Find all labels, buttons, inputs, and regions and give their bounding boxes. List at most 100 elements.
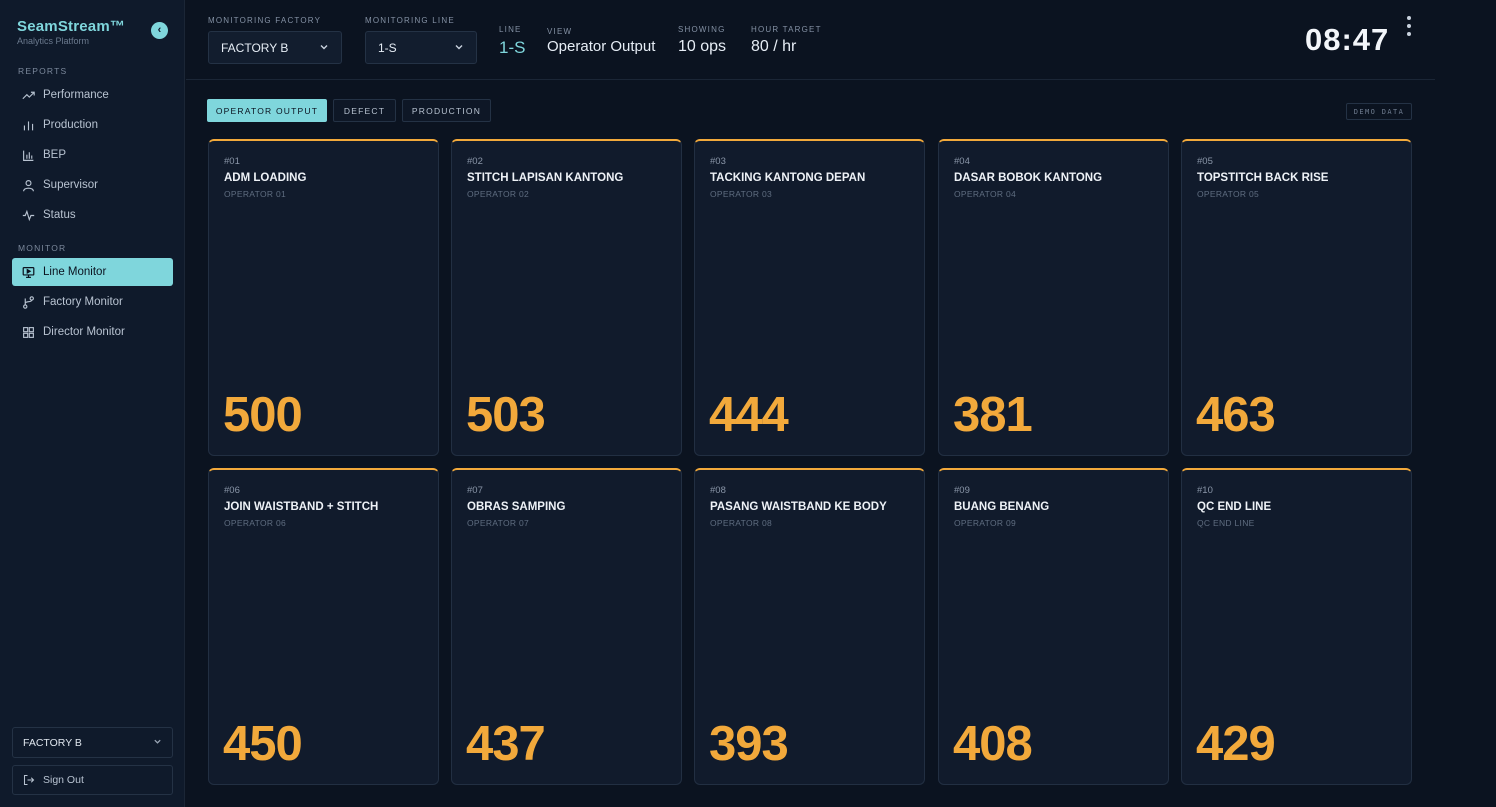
operator-name: OPERATOR 01 (224, 189, 287, 199)
operator-number: #08 (710, 485, 726, 496)
operator-name: OPERATOR 03 (710, 189, 773, 199)
factory-select[interactable]: FACTORY B (208, 31, 342, 64)
tab-production[interactable]: PRODUCTION (402, 99, 491, 122)
operator-number: #02 (467, 156, 483, 167)
output-value: 437 (466, 717, 546, 771)
operator-card: #06 JOIN WAISTBAND + STITCH OPERATOR 06 … (208, 468, 439, 785)
demo-data-badge: DEMO DATA (1346, 103, 1412, 120)
more-options-icon[interactable] (1407, 16, 1413, 36)
operation-title: QC END LINE (1197, 501, 1272, 513)
user-icon (21, 178, 35, 192)
operator-name: OPERATOR 05 (1197, 189, 1260, 199)
operation-title: ADM LOADING (224, 172, 307, 184)
operation-title: TOPSTITCH BACK RISE (1197, 172, 1329, 184)
sidebar-item-production[interactable]: Production (12, 111, 173, 139)
tab-defect[interactable]: DEFECT (333, 99, 396, 122)
output-value: 408 (953, 717, 1033, 771)
sidebar-item-label: Supervisor (43, 179, 98, 191)
sidebar-item-factory-monitor[interactable]: Factory Monitor (12, 288, 173, 316)
operation-title: STITCH LAPISAN KANTONG (467, 172, 624, 184)
operation-title: OBRAS SAMPING (467, 501, 566, 513)
brand: SeamStream™ Analytics Platform (17, 18, 125, 46)
tab-operator-output[interactable]: OPERATOR OUTPUT (207, 99, 327, 122)
factory-select-value: FACTORY B (221, 40, 289, 55)
chart-axis-icon (21, 148, 35, 162)
operator-card: #07 OBRAS SAMPING OPERATOR 07 437 (451, 468, 682, 785)
view-label: VIEW (547, 27, 573, 36)
output-value: 450 (223, 717, 303, 771)
output-value: 381 (953, 388, 1033, 442)
sidebar: SeamStream™ Analytics Platform ‹ REPORTS… (0, 0, 185, 807)
sign-out-button[interactable]: Sign Out (12, 765, 173, 795)
grid-icon (21, 325, 35, 339)
operator-name: OPERATOR 02 (467, 189, 530, 199)
line-info-label: LINE (499, 25, 522, 34)
sidebar-factory-select[interactable]: FACTORY B (12, 727, 173, 758)
operator-number: #09 (954, 485, 970, 496)
sidebar-factory-value: FACTORY B (23, 736, 82, 749)
operator-name: OPERATOR 08 (710, 518, 773, 528)
operator-card: #08 PASANG WAISTBAND KE BODY OPERATOR 08… (694, 468, 925, 785)
top-header: MONITORING FACTORY FACTORY B MONITORING … (186, 0, 1435, 80)
operator-number: #10 (1197, 485, 1213, 496)
operator-name: OPERATOR 06 (224, 518, 287, 528)
line-select[interactable]: 1-S (365, 31, 477, 64)
sidebar-item-label: Production (43, 119, 98, 131)
sidebar-item-label: Performance (43, 89, 109, 101)
operator-number: #06 (224, 485, 240, 496)
sidebar-item-label: BEP (43, 149, 67, 161)
clock: 08:47 (1305, 22, 1390, 57)
sign-out-label: Sign Out (43, 774, 84, 786)
operator-card: #03 TACKING KANTONG DEPAN OPERATOR 03 44… (694, 139, 925, 456)
operation-title: BUANG BENANG (954, 501, 1050, 513)
sidebar-item-performance[interactable]: Performance (12, 81, 173, 109)
operation-title: DASAR BOBOK KANTONG (954, 172, 1103, 184)
operator-card: #04 DASAR BOBOK KANTONG OPERATOR 04 381 (938, 139, 1169, 456)
operator-number: #03 (710, 156, 726, 167)
operator-card: #10 QC END LINE QC END LINE 429 (1181, 468, 1412, 785)
branch-icon (21, 295, 35, 309)
sidebar-item-line-monitor[interactable]: Line Monitor (12, 258, 173, 286)
sidebar-item-status[interactable]: Status (12, 201, 173, 229)
operator-number: #07 (467, 485, 483, 496)
showing-value: 10 ops (678, 38, 727, 55)
operation-title: TACKING KANTONG DEPAN (710, 172, 866, 184)
operator-number: #04 (954, 156, 970, 167)
output-value: 463 (1196, 388, 1276, 442)
factory-select-label: MONITORING FACTORY (208, 16, 322, 25)
brand-subtitle: Analytics Platform (17, 36, 90, 46)
output-value: 429 (1196, 717, 1276, 771)
line-info-value: 1-S (499, 38, 526, 57)
operator-card: #02 STITCH LAPISAN KANTONG OPERATOR 02 5… (451, 139, 682, 456)
chevron-down-icon (454, 41, 464, 55)
operation-title: PASANG WAISTBAND KE BODY (710, 501, 887, 513)
output-value: 500 (223, 388, 303, 442)
operator-card: #01 ADM LOADING OPERATOR 01 500 (208, 139, 439, 456)
operator-number: #05 (1197, 156, 1213, 167)
line-select-label: MONITORING LINE (365, 16, 455, 25)
sidebar-item-label: Director Monitor (43, 326, 125, 338)
sidebar-item-label: Status (43, 209, 76, 221)
operation-title: JOIN WAISTBAND + STITCH (224, 501, 379, 513)
sign-out-icon (23, 774, 35, 786)
output-value: 444 (709, 388, 789, 442)
collapse-sidebar-button[interactable]: ‹ (151, 22, 168, 39)
trending-up-icon (21, 88, 35, 102)
operator-name: OPERATOR 09 (954, 518, 1017, 528)
showing-label: SHOWING (678, 25, 726, 34)
hour-target-label: HOUR TARGET (751, 25, 822, 34)
operator-name: OPERATOR 07 (467, 518, 530, 528)
sidebar-item-supervisor[interactable]: Supervisor (12, 171, 173, 199)
view-value: Operator Output (547, 38, 656, 55)
sidebar-item-bep[interactable]: BEP (12, 141, 173, 169)
monitor-section-label: MONITOR (18, 243, 67, 253)
sidebar-item-label: Factory Monitor (43, 296, 123, 308)
chevron-down-icon (319, 41, 329, 55)
sidebar-item-director-monitor[interactable]: Director Monitor (12, 318, 173, 346)
operator-number: #01 (224, 156, 240, 167)
chevron-down-icon (153, 737, 162, 749)
operator-card: #09 BUANG BENANG OPERATOR 09 408 (938, 468, 1169, 785)
output-value: 393 (709, 717, 789, 771)
operator-name: QC END LINE (1197, 518, 1255, 528)
operator-name: OPERATOR 04 (954, 189, 1017, 199)
